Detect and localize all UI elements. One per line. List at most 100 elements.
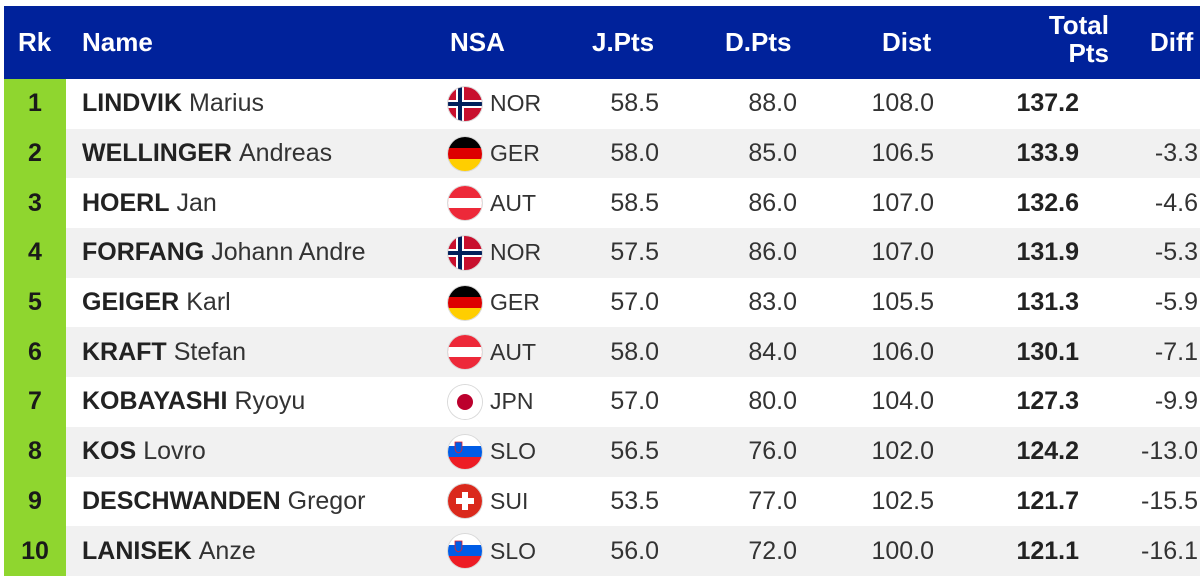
header-rk[interactable]: Rk	[18, 27, 52, 57]
total-cell: 121.1	[1016, 536, 1079, 565]
athlete-name[interactable]: KOS Lovro	[82, 427, 206, 477]
rank-cell: 3	[4, 178, 66, 229]
athlete-first-name: Ryoyu	[234, 387, 306, 416]
dpts-cell: 77.0	[748, 486, 797, 515]
nsa-code: AUT	[490, 338, 536, 365]
diff-cell: -16.1	[1141, 536, 1198, 565]
dpts-cell: 84.0	[748, 337, 797, 366]
header-dpts[interactable]: D.Pts	[725, 27, 792, 57]
table-row-7[interactable]: 7 KOBAYASHI Ryoyu JPN 57.0 80.0 104.0 12…	[4, 377, 1200, 427]
switzerland-flag-icon	[448, 484, 482, 519]
rank-cell: 9	[4, 476, 66, 527]
header-nsa[interactable]: NSA	[450, 27, 505, 57]
dist-cell: 102.5	[871, 486, 934, 515]
total-cell: 132.6	[1016, 188, 1079, 217]
nsa-code: GER	[490, 140, 540, 167]
table-row-9[interactable]: 9 DESCHWANDEN Gregor SUI 53.5 77.0 102.5…	[4, 476, 1200, 527]
athlete-name[interactable]: KRAFT Stefan	[82, 327, 246, 377]
rank-cell: 4	[4, 228, 66, 278]
nsa-cell: NOR	[448, 79, 541, 129]
total-cell: 127.3	[1016, 387, 1079, 416]
nsa-cell: AUT	[448, 327, 536, 377]
rank-cell: 5	[4, 277, 66, 328]
total-cell: 131.3	[1016, 288, 1079, 317]
jpts-cell: 58.0	[610, 139, 659, 168]
athlete-first-name: Andreas	[239, 139, 333, 168]
jpts-cell: 57.0	[610, 387, 659, 416]
athlete-name[interactable]: KOBAYASHI Ryoyu	[82, 377, 305, 427]
dist-cell: 108.0	[871, 89, 934, 118]
athlete-last-name: KRAFT	[82, 337, 167, 366]
header-dist[interactable]: Dist	[882, 27, 932, 57]
table-row-6[interactable]: 6 KRAFT Stefan AUT 58.0 84.0 106.0 130.1…	[4, 327, 1200, 378]
athlete-last-name: HOERL	[82, 188, 170, 217]
athlete-name[interactable]: LANISEK Anze	[82, 526, 256, 576]
austria-flag-icon	[448, 335, 482, 370]
diff-cell: -7.1	[1154, 337, 1198, 366]
header-jpts[interactable]: J.Pts	[592, 27, 655, 57]
table-row-10[interactable]: 10 LANISEK Anze SLO 56.0 72.0 100.0 121.…	[4, 526, 1200, 576]
athlete-name[interactable]: GEIGER Karl	[82, 278, 231, 328]
total-cell: 121.7	[1016, 486, 1079, 515]
table-row-4[interactable]: 4 FORFANG Johann Andre NOR 57.5 86.0 107…	[4, 228, 1200, 278]
nsa-code: AUT	[490, 189, 536, 216]
dpts-cell: 88.0	[748, 89, 797, 118]
rank-cell: 2	[4, 128, 66, 179]
nsa-cell: SLO	[448, 526, 536, 576]
diff-cell: -3.3	[1154, 139, 1198, 168]
dpts-cell: 86.0	[748, 238, 797, 267]
athlete-last-name: DESCHWANDEN	[82, 486, 281, 515]
header-diff[interactable]: Diff	[1150, 27, 1194, 57]
slovenia-flag-icon	[448, 434, 482, 469]
jpts-cell: 56.5	[610, 437, 659, 466]
nsa-code: JPN	[490, 388, 534, 415]
jpts-cell: 56.0	[610, 536, 659, 565]
athlete-name[interactable]: DESCHWANDEN Gregor	[82, 477, 365, 527]
header-name[interactable]: Name	[82, 27, 153, 57]
athlete-last-name: FORFANG	[82, 238, 205, 267]
nsa-code: SLO	[490, 537, 537, 564]
header-total[interactable]: Total Pts	[1039, 11, 1109, 67]
athlete-first-name: Gregor	[287, 486, 366, 515]
diff-cell	[1106, 79, 1198, 129]
table-row-1[interactable]: 1 LINDVIK Marius NOR 58.5 88.0 108.0 137…	[4, 79, 1200, 129]
athlete-last-name: LINDVIK	[82, 89, 182, 118]
nsa-code: NOR	[490, 90, 542, 117]
athlete-last-name: LANISEK	[82, 536, 192, 565]
norway-flag-icon	[448, 235, 482, 270]
germany-flag-icon	[448, 285, 482, 320]
dpts-cell: 86.0	[748, 188, 797, 217]
diff-cell: -9.9	[1154, 387, 1198, 416]
athlete-name[interactable]: FORFANG Johann Andre	[82, 228, 366, 278]
table-row-3[interactable]: 3 HOERL Jan AUT 58.5 86.0 107.0 132.6 -4…	[4, 178, 1200, 229]
jpts-cell: 58.5	[610, 89, 659, 118]
table-row-8[interactable]: 8 KOS Lovro SLO 56.5 76.0 102.0 124.2 -1…	[4, 426, 1200, 477]
nsa-cell: GER	[448, 278, 540, 328]
diff-cell: -4.6	[1154, 188, 1198, 217]
total-cell: 130.1	[1016, 337, 1079, 366]
nsa-cell: NOR	[448, 228, 541, 278]
rank-cell: 6	[4, 327, 66, 378]
athlete-first-name: Anze	[198, 536, 256, 565]
dpts-cell: 83.0	[748, 288, 797, 317]
dist-cell: 100.0	[871, 536, 934, 565]
table-row-5[interactable]: 5 GEIGER Karl GER 57.0 83.0 105.5 131.3 …	[4, 277, 1200, 328]
dist-cell: 102.0	[871, 437, 934, 466]
dist-cell: 107.0	[871, 238, 934, 267]
athlete-name[interactable]: LINDVIK Marius	[82, 79, 264, 129]
jpts-cell: 53.5	[610, 486, 659, 515]
nsa-cell: GER	[448, 129, 540, 179]
header-total-line2: Pts	[1068, 38, 1109, 68]
diff-cell: -5.3	[1154, 238, 1198, 267]
rank-cell: 10	[4, 526, 66, 576]
dpts-cell: 76.0	[748, 437, 797, 466]
norway-flag-icon	[448, 86, 482, 121]
athlete-name[interactable]: WELLINGER Andreas	[82, 129, 332, 179]
diff-cell: -15.5	[1141, 486, 1198, 515]
header-total-line1: Total	[1048, 10, 1109, 40]
athlete-first-name: Stefan	[173, 337, 246, 366]
dist-cell: 106.0	[871, 337, 934, 366]
table-row-2[interactable]: 2 WELLINGER Andreas GER 58.0 85.0 106.5 …	[4, 128, 1200, 179]
diff-cell: -13.0	[1141, 437, 1198, 466]
athlete-name[interactable]: HOERL Jan	[82, 178, 217, 228]
